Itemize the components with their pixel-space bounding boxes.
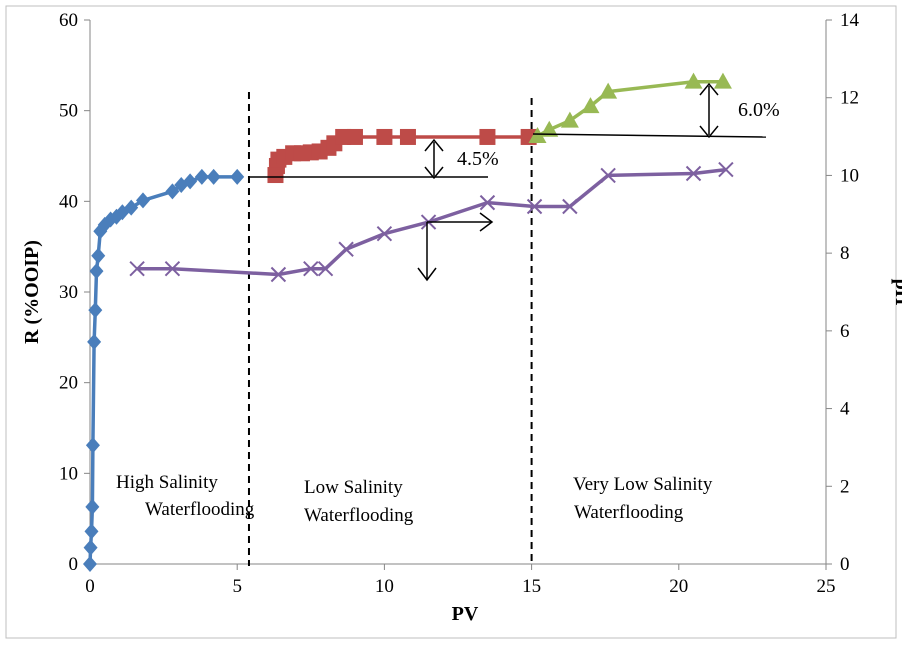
- data-point-4: [317, 260, 334, 277]
- x-axis-title: PV: [452, 603, 479, 625]
- y-tick-label-left: 50: [59, 101, 78, 122]
- data-point-1: [88, 302, 103, 319]
- x-tick-label: 0: [85, 576, 95, 597]
- region-label-vlow-1: Very Low Salinity: [573, 474, 713, 495]
- data-point-1: [85, 498, 100, 515]
- axis-pointer-arrows: [417, 212, 494, 282]
- data-point-3: [599, 82, 618, 99]
- data-point-3: [713, 72, 732, 89]
- data-point-2: [479, 128, 496, 145]
- data-point-1: [87, 333, 102, 350]
- reference-line-2: [532, 133, 767, 138]
- region-label-vlow-2: Waterflooding: [574, 502, 684, 523]
- data-point-1: [194, 168, 209, 185]
- y-tick-label-left: 30: [59, 282, 78, 303]
- data-point-4: [129, 260, 145, 277]
- region-label-low-2: Waterflooding: [304, 505, 414, 526]
- y-ticks-right: 0 2 4 6 8 10 12 14: [826, 10, 860, 575]
- y-ticks-left: 0 10 20 30 40 50 60: [59, 10, 90, 575]
- region-label-low-1: Low Salinity: [304, 477, 403, 498]
- y-tick-label-right: 0: [840, 554, 850, 575]
- y-tick-label-right: 8: [840, 243, 850, 264]
- data-point-1: [183, 173, 198, 190]
- data-point-1: [124, 199, 139, 216]
- data-point-3: [540, 120, 559, 137]
- data-point-1: [83, 539, 98, 556]
- data-point-3: [581, 97, 600, 114]
- data-point-4: [562, 198, 578, 215]
- data-point-4: [376, 226, 393, 242]
- data-point-4: [718, 161, 734, 178]
- data-point-3: [528, 127, 547, 144]
- data-point-2: [346, 128, 363, 145]
- y-tick-label-right: 14: [840, 10, 860, 31]
- data-point-4: [338, 241, 354, 257]
- data-point-2: [376, 128, 393, 145]
- y-tick-label-left: 40: [59, 191, 78, 212]
- data-point-1: [230, 168, 245, 185]
- data-point-4: [600, 167, 616, 184]
- series-1: [83, 168, 245, 572]
- y-tick-label-right: 6: [840, 321, 850, 342]
- data-point-1: [165, 183, 180, 200]
- x-tick-label: 5: [232, 576, 242, 597]
- region-label-high-2: Waterflooding: [145, 499, 255, 520]
- data-point-4: [164, 260, 181, 277]
- double-arrow-2: [699, 82, 719, 139]
- double-arrow-1: [424, 138, 444, 180]
- y-tick-label-right: 4: [840, 399, 850, 420]
- y-tick-label-right: 12: [840, 88, 859, 109]
- x-tick-label: 25: [817, 576, 836, 597]
- data-point-4: [479, 194, 496, 211]
- y-tick-label-left: 20: [59, 373, 78, 394]
- data-point-2: [399, 128, 416, 145]
- data-point-1: [89, 263, 104, 280]
- x-tick-label: 20: [669, 576, 688, 597]
- y-tick-label-left: 0: [69, 554, 79, 575]
- increment-label-1: 4.5%: [457, 148, 499, 170]
- data-point-1: [135, 192, 150, 209]
- x-tick-label: 15: [522, 576, 541, 597]
- y-axis-title-left: R (%OOIP): [21, 240, 43, 344]
- data-point-3: [560, 111, 579, 128]
- x-ticks: 0 5 10 15 20 25: [85, 564, 836, 597]
- chart-border: [5, 5, 897, 639]
- series-4: [129, 161, 734, 283]
- data-point-1: [91, 247, 106, 264]
- increment-label-2: 6.0%: [738, 99, 780, 121]
- y-tick-label-left: 10: [59, 463, 78, 484]
- data-point-1: [84, 523, 99, 540]
- series-3: [528, 72, 732, 144]
- series-line-3: [536, 79, 723, 138]
- x-tick-label: 10: [375, 576, 394, 597]
- y-tick-label-left: 60: [59, 10, 78, 31]
- data-point-3: [684, 72, 703, 89]
- y-tick-label-right: 10: [840, 165, 859, 186]
- series-layer: [83, 72, 734, 572]
- region-label-high-1: High Salinity: [116, 472, 218, 493]
- y-axis-title-right: pH: [891, 279, 902, 306]
- data-point-1: [85, 437, 100, 454]
- data-point-4: [303, 260, 319, 277]
- data-point-1: [83, 556, 97, 572]
- data-point-4: [270, 266, 287, 283]
- data-point-4: [526, 198, 543, 215]
- data-point-1: [206, 168, 221, 185]
- data-point-4: [685, 165, 702, 182]
- y-tick-label-right: 2: [840, 476, 850, 497]
